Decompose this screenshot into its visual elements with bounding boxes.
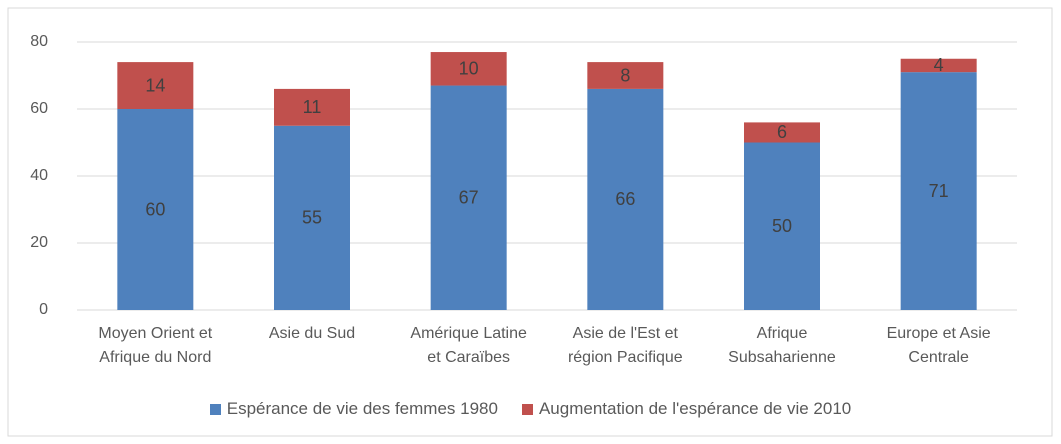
bar-segment xyxy=(430,52,507,86)
x-tick-label: Moyen Orient et Afrique du Nord xyxy=(98,325,213,366)
bar-segment xyxy=(117,109,194,310)
bar-segment xyxy=(900,72,977,311)
bar-segment xyxy=(744,122,820,143)
y-tick-label: 0 xyxy=(39,301,48,318)
bar-segment xyxy=(274,88,350,126)
x-tick-label: Amérique Latine et Caraïbes xyxy=(410,325,527,366)
legend-item: Augmentation de l'espérance de vie 2010 xyxy=(521,399,852,419)
y-tick-label: 40 xyxy=(30,167,48,184)
legend-label: Augmentation de l'espérance de vie 2010 xyxy=(538,399,852,418)
legend: Espérance de vie des femmes 1980 Augmenta… xyxy=(0,399,1061,419)
legend-swatch xyxy=(521,403,533,415)
legend-label: Espérance de vie des femmes 1980 xyxy=(226,399,498,418)
x-tick-label: Europe et Asie Centrale xyxy=(886,325,991,366)
y-tick-label: 20 xyxy=(30,234,48,251)
value-label: 6 xyxy=(777,122,787,142)
y-tick-label: 80 xyxy=(30,33,48,50)
bar-segment xyxy=(117,62,194,109)
value-label: 4 xyxy=(934,55,944,75)
bar-segment xyxy=(744,142,820,310)
legend-item: Espérance de vie des femmes 1980 xyxy=(209,399,498,419)
value-label: 50 xyxy=(772,216,792,236)
bar-segment xyxy=(430,85,507,310)
value-label: 10 xyxy=(459,59,479,79)
bar-segment xyxy=(587,62,664,89)
legend-swatch xyxy=(209,403,221,415)
bar-segment xyxy=(274,125,350,310)
x-tick-label: Asie du Sud xyxy=(268,325,356,342)
value-label: 66 xyxy=(615,189,635,209)
value-label: 14 xyxy=(145,75,165,95)
value-label: 11 xyxy=(303,97,322,117)
value-label: 71 xyxy=(929,181,949,201)
value-label: 60 xyxy=(145,199,165,219)
value-label: 55 xyxy=(302,208,322,228)
value-label: 8 xyxy=(620,65,630,85)
x-tick-label: Asie de l'Est et région Pacifique xyxy=(567,325,683,366)
x-tick-label: Afrique Subsaharienne xyxy=(728,325,836,366)
bar-segment xyxy=(900,58,977,73)
chart-border xyxy=(7,7,1053,437)
y-tick-label: 60 xyxy=(30,100,48,117)
bar-segment xyxy=(587,88,664,311)
value-label: 67 xyxy=(459,188,479,208)
